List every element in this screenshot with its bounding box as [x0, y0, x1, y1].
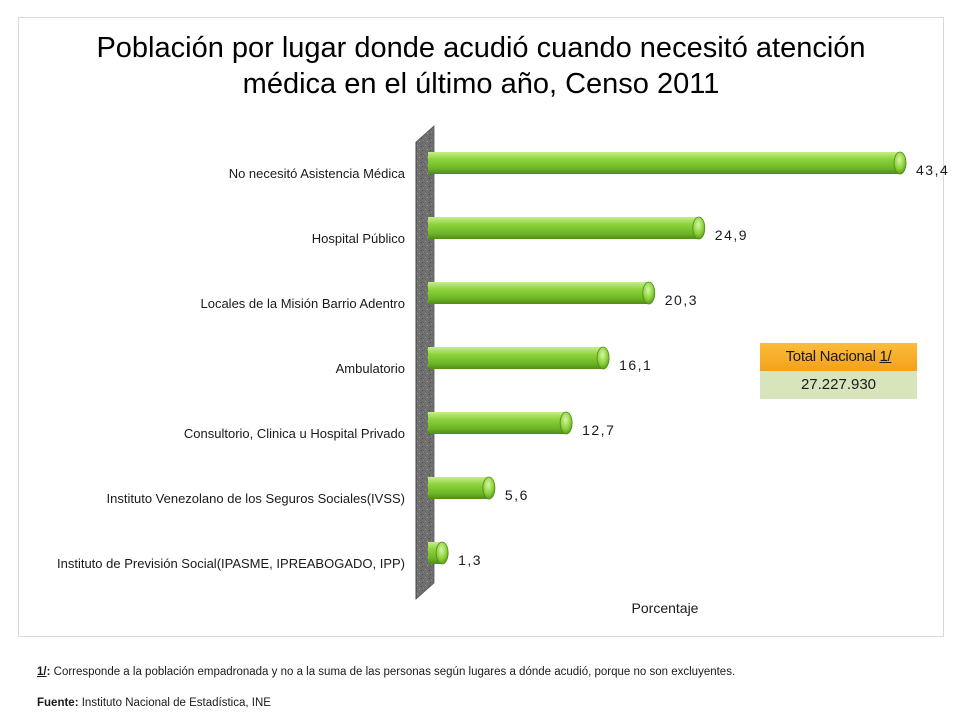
bar-body [428, 152, 900, 174]
footnote-text: Corresponde a la población empadronada y… [50, 666, 736, 678]
data-label: 1,3 [458, 552, 482, 568]
category-label: Ambulatorio [336, 361, 405, 376]
bar [428, 346, 610, 370]
bar-cap [893, 151, 907, 175]
category-labels: No necesitó Asistencia Médica Hospital Pú… [57, 166, 406, 571]
bar-cap [559, 411, 573, 435]
bar [428, 541, 449, 565]
bar-body [428, 477, 489, 499]
total-box: Total Nacional 1/ 27.227.930 [760, 343, 917, 399]
chart-title-line-1: Población por lugar donde acudió cuando … [96, 32, 866, 64]
category-label: Instituto de Previsión Social(IPASME, IP… [57, 556, 405, 571]
bar-cap [435, 541, 449, 565]
bar-cap [692, 216, 706, 240]
footnote-colon: : [46, 666, 51, 678]
data-label: 24,9 [715, 227, 748, 243]
bar [428, 151, 907, 175]
source-label: Fuente: [37, 697, 79, 709]
bar [428, 216, 706, 240]
bar-body [428, 412, 567, 434]
bars-layer [428, 151, 907, 565]
category-label: Locales de la Misión Barrio Adentro [200, 296, 405, 311]
bar-cap [642, 281, 656, 305]
bar [428, 411, 573, 435]
bar [428, 476, 496, 500]
category-label: No necesitó Asistencia Médica [229, 166, 406, 181]
source-text: Instituto Nacional de Estadística, INE [78, 697, 271, 709]
chart-title-line-2: médica en el último año, Censo 2011 [242, 68, 720, 100]
total-label: Total Nacional [785, 348, 876, 365]
bar [428, 281, 656, 305]
total-ref: 1/ [879, 348, 892, 365]
data-label: 43,4 [916, 162, 949, 178]
category-label: Consultorio, Clinica u Hospital Privado [184, 426, 405, 441]
x-axis-label: Porcentaje [632, 600, 699, 616]
data-label: 5,6 [505, 487, 529, 503]
bar-body [428, 217, 699, 239]
footnote: 1/: Corresponde a la población empadrona… [37, 666, 735, 678]
bar-cap [482, 476, 496, 500]
total-box-header: Total Nacional 1/ [760, 343, 917, 371]
bar-body [428, 347, 604, 369]
footnote-tag: 1/ [37, 666, 47, 678]
source-line: Fuente: Instituto Nacional de Estadístic… [37, 697, 271, 709]
data-labels: 43,4 24,9 20,3 16,1 12,7 5,6 1,3 [458, 162, 949, 568]
data-label: 16,1 [619, 357, 652, 373]
data-label: 20,3 [665, 292, 698, 308]
chart-title: Población por lugar donde acudió cuando … [18, 30, 944, 102]
bar-cap [596, 346, 610, 370]
category-label: Hospital Público [312, 231, 405, 246]
data-label: 12,7 [582, 422, 615, 438]
category-label: Instituto Venezolano de los Seguros Soci… [107, 491, 405, 506]
bar-body [428, 282, 649, 304]
chart-frame [18, 17, 944, 637]
total-value: 27.227.930 [760, 371, 917, 399]
